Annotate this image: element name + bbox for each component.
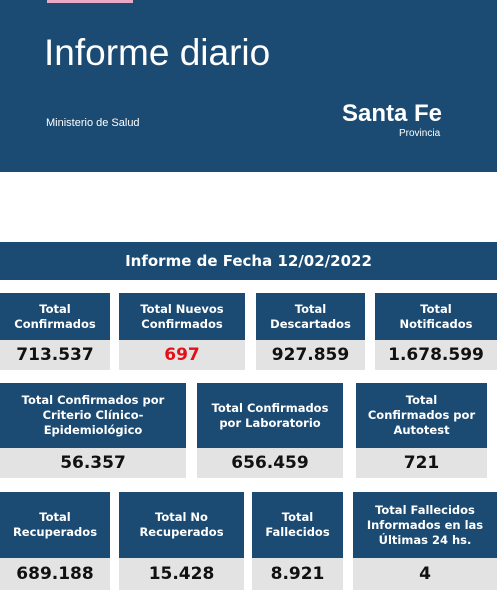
stat-label: Total Confirmados <box>0 293 110 340</box>
stat-value: 56.357 <box>0 448 186 478</box>
stat-card: Total Fallecidos Informados en las Últim… <box>353 492 497 590</box>
stat-value: 713.537 <box>0 340 110 370</box>
stat-card: Total Recuperados 689.188 <box>0 492 110 590</box>
stat-value: 927.859 <box>256 340 365 370</box>
stat-value: 721 <box>356 448 487 478</box>
stat-card: Total Nuevos Confirmados 697 <box>119 293 245 370</box>
stat-card: Total Confirmados por Laboratorio 656.459 <box>197 383 343 478</box>
stat-label: Total No Recuperados <box>119 492 244 558</box>
stat-value: 689.188 <box>0 558 110 590</box>
date-banner: Informe de Fecha 12/02/2022 <box>0 242 497 280</box>
stat-value: 8.921 <box>252 558 343 590</box>
brand: Santa Fe <box>342 100 443 127</box>
stat-value: 1.678.599 <box>375 340 497 370</box>
stat-label: Total Fallecidos Informados en las Últim… <box>353 492 497 558</box>
ministry: Ministerio de Salud <box>46 117 140 129</box>
stat-card: Total No Recuperados 15.428 <box>119 492 244 590</box>
stat-card: Total Descartados 927.859 <box>256 293 365 370</box>
stat-label: Total Nuevos Confirmados <box>119 293 245 340</box>
stat-card: Total Confirmados por Criterio Clínico-E… <box>0 383 186 478</box>
header: Informe diario Ministerio de Salud Santa… <box>0 0 497 172</box>
accent-bar <box>47 0 133 3</box>
brand-sub: Provincia <box>399 128 441 139</box>
stat-label: Total Confirmados por Autotest <box>356 383 487 448</box>
stat-card: Total Confirmados por Autotest 721 <box>356 383 487 478</box>
stat-label: Total Confirmados por Laboratorio <box>197 383 343 448</box>
stat-value: 4 <box>353 558 497 590</box>
stat-label: Total Recuperados <box>0 492 110 558</box>
title: Informe diario <box>44 32 271 73</box>
stat-card: Total Fallecidos 8.921 <box>252 492 343 590</box>
stat-label: Total Descartados <box>256 293 365 340</box>
stat-value: 697 <box>119 340 245 370</box>
stat-card: Total Confirmados 713.537 <box>0 293 110 370</box>
stat-value: 15.428 <box>119 558 244 590</box>
stat-label: Total Confirmados por Criterio Clínico-E… <box>0 383 186 448</box>
stat-label: Total Notificados <box>375 293 497 340</box>
stat-value: 656.459 <box>197 448 343 478</box>
stat-label: Total Fallecidos <box>252 492 343 558</box>
stat-card: Total Notificados 1.678.599 <box>375 293 497 370</box>
